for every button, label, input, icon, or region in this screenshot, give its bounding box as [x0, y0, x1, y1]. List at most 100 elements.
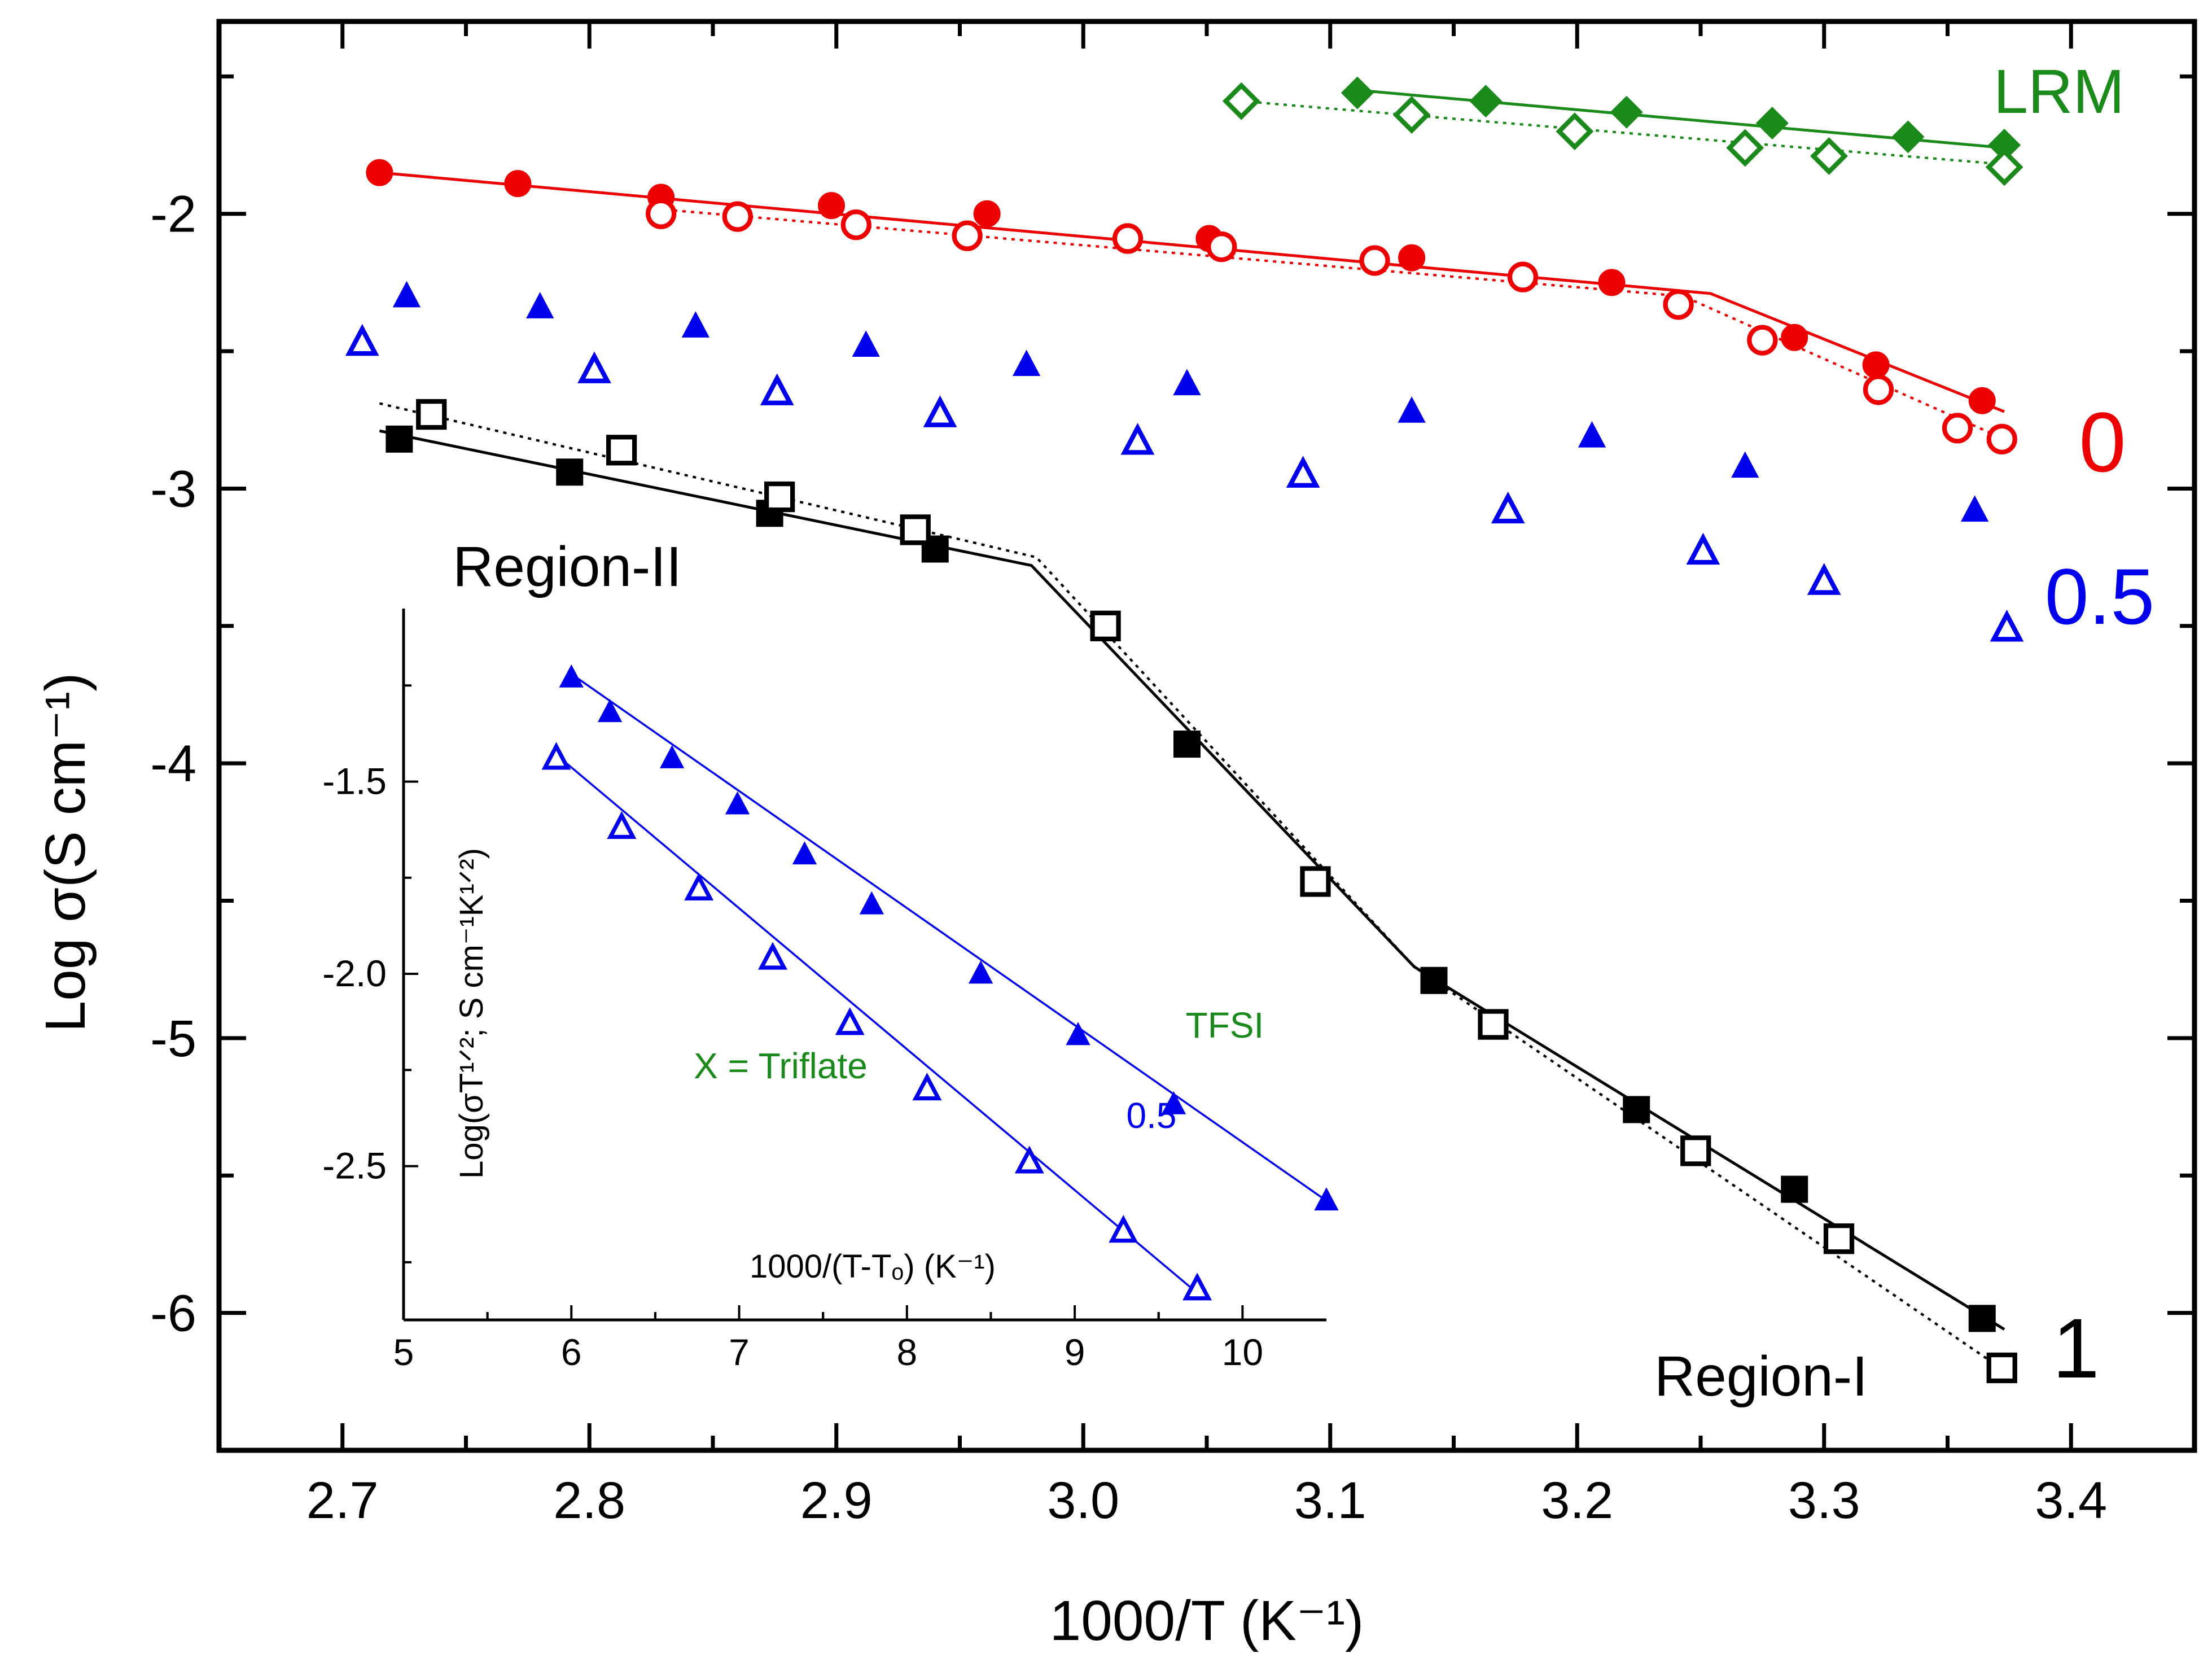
point-0-filled [1781, 323, 1808, 351]
main-axes: 2.7 2.8 2.9 3.0 3.1 3.2 3.3 3.4 -2 -3 -4 -5 -6 [150, 19, 2197, 1529]
inset-fit-lines [555, 673, 1328, 1294]
label-x-0: 0 [2079, 395, 2126, 489]
point-1-filled [1623, 1096, 1650, 1123]
inset-fit-line-solid [555, 754, 1198, 1294]
x-tick-label: 2.9 [800, 1472, 873, 1529]
y-tick-label: -2 [150, 186, 196, 243]
main-data-points [345, 76, 2024, 1384]
point-0-open [1206, 231, 1237, 263]
y-tick-label: -4 [150, 735, 196, 793]
x-tick-label: 3.1 [1294, 1472, 1366, 1529]
x-tick-label: 3.0 [1047, 1472, 1119, 1529]
point-1-filled [1420, 966, 1448, 994]
inset-point-tfsi-filled [859, 891, 884, 915]
inset-point-x-triflate-open [1182, 1272, 1212, 1301]
point-0-5-open [1990, 609, 2024, 642]
inset-point-tfsi-filled [968, 960, 993, 984]
point-0-5-open [1286, 456, 1320, 488]
inset-point-x-triflate-open [1109, 1215, 1138, 1243]
point-1-filled [386, 425, 413, 453]
label-region-ii: Region-II [453, 535, 682, 598]
point-0-5-open [1807, 563, 1841, 595]
inset-point-tfsi-filled [725, 791, 750, 815]
point-0-5-filled [1578, 421, 1606, 448]
point-0-5-open [345, 323, 379, 356]
inset-fit-line-solid [571, 673, 1328, 1202]
point-0-5-open [1120, 423, 1155, 455]
point-0-filled [1398, 244, 1426, 272]
inset-point-x-triflate-open [684, 872, 714, 900]
inset-axes: 5 6 7 8 9 10 -1.5 -2.0 -2.5 [322, 609, 1326, 1373]
point-0-5-filled [526, 292, 554, 318]
point-0-5-open [1686, 532, 1720, 565]
point-0-open [1112, 223, 1144, 254]
point-0-5-filled [1173, 369, 1201, 396]
fit-line-dotted [649, 207, 2005, 440]
point-1-filled [1781, 1175, 1808, 1203]
point-0-5-open [1491, 491, 1525, 524]
point-0-5-filled [1012, 349, 1041, 377]
point-lrm-open [1556, 112, 1594, 151]
inset-point-x-triflate-open [541, 742, 571, 770]
point-1-open [1090, 610, 1121, 641]
point-0-5-filled [1398, 396, 1426, 423]
point-1-open [1478, 1009, 1509, 1040]
point-0-5-filled [1731, 451, 1759, 478]
point-lrm-filled [1341, 76, 1374, 110]
point-0-open [840, 209, 871, 240]
point-0-5-filled [392, 281, 421, 308]
inset-y-axis-title: Log(σT¹ᐟ²; S cm⁻¹K¹ᐟ²) [453, 848, 490, 1179]
fit-line-dotted [1241, 100, 2005, 166]
point-0-open [645, 198, 677, 229]
inset-x-tick-label: 6 [561, 1331, 582, 1373]
inset-y-tick-label: -2.0 [322, 952, 387, 994]
point-lrm-filled [1891, 120, 1925, 154]
y-tick-label: -5 [150, 1010, 196, 1068]
point-1-open [606, 435, 637, 466]
point-0-filled [1598, 269, 1626, 296]
point-1-open [416, 399, 447, 430]
inset-point-x-triflate-open [912, 1073, 942, 1101]
point-0-open [1863, 374, 1894, 405]
inset-point-x-triflate-open [1014, 1145, 1044, 1174]
point-0-5-filled [681, 311, 710, 338]
point-0-filled [504, 170, 532, 198]
point-lrm-open [1222, 82, 1260, 120]
inset-point-tfsi-filled [1161, 1091, 1186, 1114]
point-1-open [1823, 1223, 1855, 1254]
point-0-open [1747, 325, 1778, 356]
inset-point-x-triflate-open [835, 1007, 865, 1035]
x-tick-label: 3.2 [1541, 1472, 1613, 1529]
x-tick-label: 2.7 [306, 1472, 379, 1529]
point-1-filled [1173, 731, 1201, 758]
inset-label-0-5: 0.5 [1127, 1095, 1177, 1136]
label-x-0-5: 0.5 [2045, 552, 2155, 641]
point-lrm-filled [1469, 85, 1503, 118]
inset-label-tfsi: TFSI [1186, 1005, 1264, 1046]
label-region-i: Region-I [1654, 1345, 1868, 1408]
inset-point-x-triflate-open [758, 942, 787, 970]
point-0-open [1359, 245, 1390, 276]
point-lrm-open [1392, 96, 1431, 134]
point-lrm-open [1810, 137, 1848, 175]
point-1-open [1986, 1352, 2017, 1384]
inset-label-triflate: X = Triflate [694, 1046, 868, 1086]
point-0-open [952, 220, 983, 251]
y-axis-title: Log σ(S cm⁻¹) [34, 673, 97, 1033]
inset-x-axis-title: 1000/(T-Tₒ) (K⁻¹) [750, 1248, 996, 1285]
inset-point-tfsi-filled [792, 841, 817, 865]
point-0-5-open [923, 395, 957, 427]
point-1-open [1300, 866, 1331, 897]
point-1-filled [556, 458, 584, 486]
inset-x-tick-label: 9 [1065, 1331, 1085, 1373]
inset-point-tfsi-filled [1066, 1022, 1090, 1046]
point-lrm-filled [1610, 95, 1643, 129]
point-0-open [1986, 423, 2017, 454]
x-axis-title: 1000/T (K⁻¹) [1050, 1589, 1364, 1652]
point-1-open [1680, 1135, 1711, 1166]
point-0-5-filled [1960, 495, 1989, 522]
inset-y-tick-label: -1.5 [322, 760, 387, 802]
point-0-5-open [577, 351, 611, 383]
inset-x-tick-label: 8 [896, 1331, 917, 1373]
